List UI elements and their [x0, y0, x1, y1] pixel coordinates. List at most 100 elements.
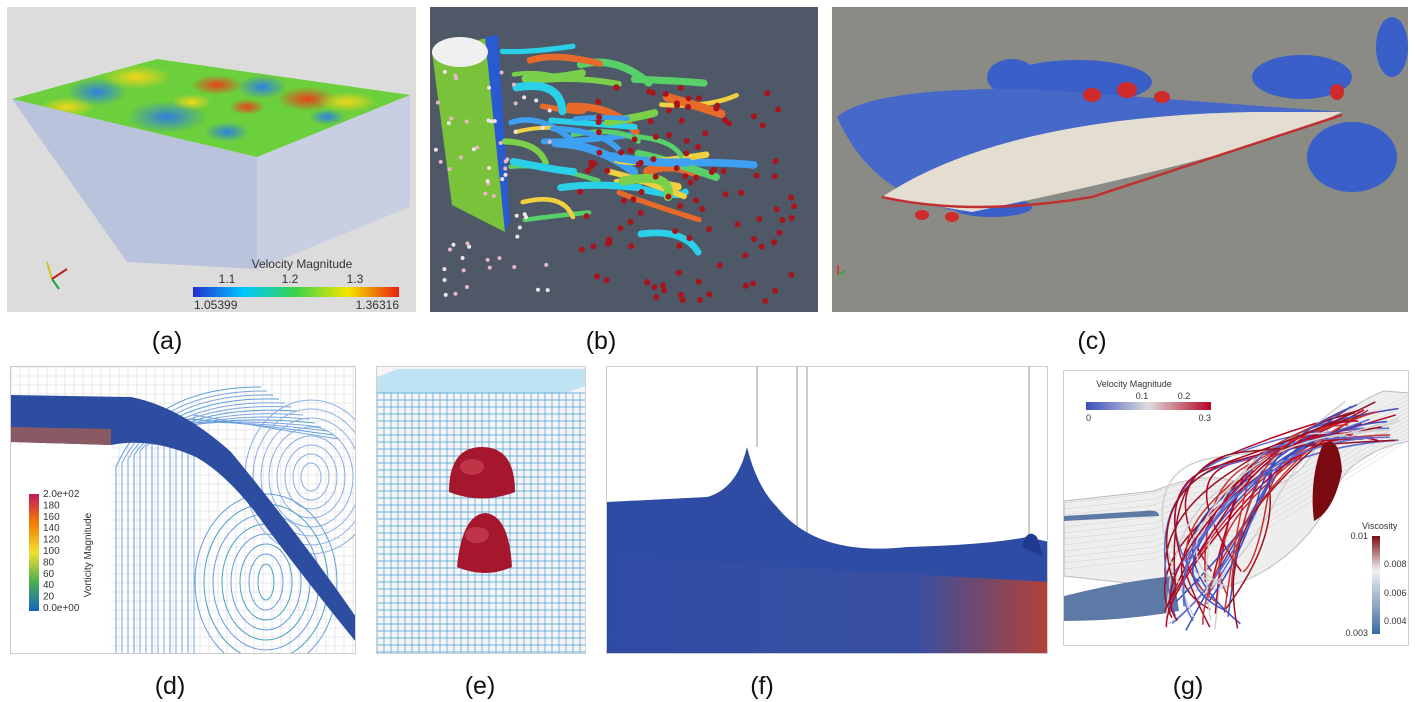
colorbar-tick: 1.1	[219, 272, 236, 286]
particle	[453, 291, 458, 296]
particle	[460, 256, 465, 261]
particle	[722, 191, 729, 198]
streamline	[1195, 429, 1391, 589]
particle	[487, 85, 492, 90]
particle	[660, 282, 667, 289]
particle	[673, 165, 680, 172]
particle	[503, 166, 508, 171]
particle	[756, 216, 763, 223]
particle	[788, 194, 795, 201]
particle	[631, 136, 638, 143]
streamline	[1163, 432, 1354, 613]
particle	[764, 90, 771, 97]
vortex-streak	[551, 138, 639, 176]
vorticity-colorbar-title: Vorticity Magnitude	[83, 512, 94, 597]
particle	[442, 69, 447, 74]
particle	[711, 166, 718, 173]
vortex-streak	[549, 125, 622, 153]
particle	[465, 241, 470, 246]
particle	[442, 267, 447, 272]
colorbar-tick: 1.3	[347, 272, 364, 286]
particle	[595, 129, 602, 136]
particle	[461, 268, 466, 273]
velocity-colorbar-title: Velocity Magnitude	[1096, 379, 1172, 389]
particle	[672, 228, 679, 235]
particle	[522, 212, 527, 217]
particle	[687, 179, 694, 186]
lower-bubble	[457, 513, 512, 573]
particle	[536, 287, 541, 292]
particle	[621, 197, 628, 204]
streamline	[300, 462, 322, 492]
vortex-streak	[508, 117, 577, 145]
streamline	[268, 426, 354, 528]
particle	[448, 247, 453, 252]
particle	[759, 122, 766, 129]
particle	[666, 131, 673, 138]
vorticity-tick: 20	[43, 592, 55, 603]
particle	[773, 206, 780, 213]
particle	[771, 173, 778, 180]
particle	[497, 256, 502, 261]
particle	[487, 166, 492, 171]
particle	[513, 101, 518, 106]
particle	[678, 117, 685, 124]
particle	[514, 213, 519, 218]
velocity-tick: 0.2	[1178, 391, 1191, 401]
particle	[475, 145, 480, 150]
vortex-streak	[633, 134, 684, 159]
particle	[513, 129, 518, 134]
particle	[489, 119, 494, 124]
particle	[685, 104, 692, 111]
viscosity-tick: 0.01	[1350, 531, 1368, 541]
particle	[578, 246, 585, 253]
velocity-colorbar	[1086, 402, 1211, 410]
particle	[435, 100, 440, 105]
vortex-streak	[522, 210, 592, 223]
aneurysm-clot	[1312, 441, 1342, 521]
caption-d: (d)	[154, 672, 186, 700]
particle	[772, 287, 779, 294]
particle	[500, 177, 505, 182]
particle	[661, 287, 668, 294]
particle	[511, 82, 516, 87]
particle	[788, 271, 795, 278]
vorticity-tick: 2.0e+02	[43, 489, 80, 500]
vortex-streak	[603, 108, 659, 127]
streamline	[193, 414, 340, 653]
particle	[702, 130, 709, 137]
streamline	[1182, 439, 1399, 607]
particle	[738, 189, 745, 196]
particle	[771, 239, 778, 246]
streamline	[292, 453, 330, 501]
particle	[627, 147, 634, 154]
streamline	[239, 543, 293, 621]
particle	[676, 242, 683, 249]
particle	[617, 149, 624, 156]
particle	[505, 157, 510, 162]
particle	[788, 214, 795, 221]
vorticity-colorbar	[29, 494, 39, 611]
particle	[606, 236, 613, 243]
particle	[693, 197, 700, 204]
streamline	[1165, 401, 1376, 581]
streamline	[133, 398, 280, 653]
vortex-streak	[616, 189, 702, 223]
viscosity-tick: 0.003	[1345, 628, 1368, 638]
caption-c: (c)	[1077, 327, 1107, 355]
particle	[683, 150, 690, 157]
particle	[776, 229, 783, 236]
particle	[485, 179, 490, 184]
colorbar-gradient	[193, 287, 399, 297]
particle	[613, 84, 620, 91]
particle	[674, 102, 681, 109]
streamline	[1184, 411, 1355, 572]
viscosity-tick: 0.006	[1384, 588, 1407, 598]
particle	[665, 193, 672, 200]
particle	[596, 149, 603, 156]
particle	[442, 278, 447, 283]
particle	[596, 114, 603, 121]
particle	[662, 90, 669, 97]
caption-a: (a)	[151, 327, 183, 355]
particle	[651, 284, 658, 291]
